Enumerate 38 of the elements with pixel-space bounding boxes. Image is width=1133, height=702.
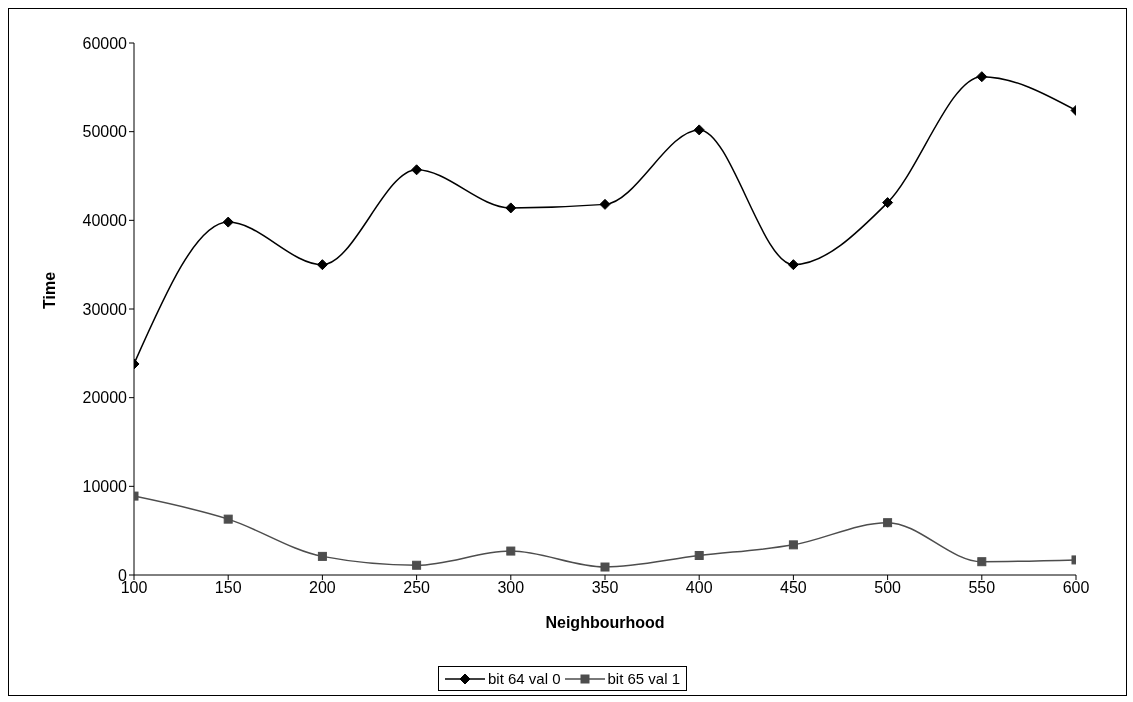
point <box>222 216 234 228</box>
point <box>506 546 516 556</box>
point <box>600 562 610 572</box>
point <box>694 550 704 560</box>
point <box>882 197 894 209</box>
point <box>505 202 517 214</box>
x-tick-label: 400 <box>685 579 713 597</box>
point <box>693 124 705 136</box>
legend-label: bit 64 val 0 <box>487 670 561 687</box>
point <box>412 560 422 570</box>
y-tick-label: 10000 <box>82 478 128 496</box>
point <box>976 71 988 83</box>
point <box>977 557 987 567</box>
x-tick-label: 250 <box>403 579 431 597</box>
x-tick-label: 150 <box>214 579 242 597</box>
x-tick-label: 600 <box>1062 579 1090 597</box>
point <box>788 540 798 550</box>
point <box>599 198 611 210</box>
point <box>411 164 423 176</box>
point <box>223 514 233 524</box>
x-axis-title: Neighbourhood <box>545 614 665 631</box>
y-tick-label: 60000 <box>82 34 128 52</box>
x-tick-label: 500 <box>874 579 902 597</box>
x-tick-label: 550 <box>968 579 996 597</box>
y-axis-title: Time <box>40 271 58 309</box>
x-tick-label: 450 <box>780 579 807 597</box>
y-tick-label: 40000 <box>82 212 128 230</box>
y-tick-label: 20000 <box>82 389 128 407</box>
x-tick-label: 300 <box>497 579 525 597</box>
point <box>787 259 799 271</box>
y-tick-label: 30000 <box>82 300 128 318</box>
point <box>316 259 328 271</box>
x-tick-label: 350 <box>591 579 619 597</box>
x-tick-label: 200 <box>309 579 336 597</box>
point <box>883 518 893 528</box>
y-tick-label: 50000 <box>82 123 128 141</box>
legend-label: bit 65 val 1 <box>607 670 681 687</box>
point <box>317 551 327 561</box>
